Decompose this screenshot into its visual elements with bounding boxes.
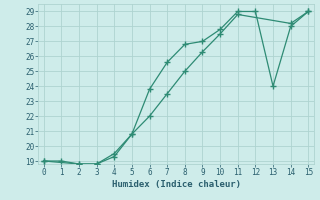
X-axis label: Humidex (Indice chaleur): Humidex (Indice chaleur) bbox=[111, 180, 241, 189]
